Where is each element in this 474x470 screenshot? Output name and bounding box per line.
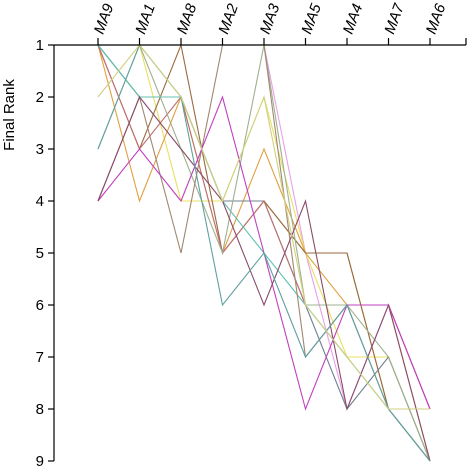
x-tick-label-MA8: MA8 <box>174 1 201 36</box>
y-tick-label-2: 2 <box>36 89 44 106</box>
y-tick-label-8: 8 <box>36 401 44 418</box>
y-tick-label-6: 6 <box>36 297 44 314</box>
series-line-14 <box>97 44 430 410</box>
y-tick-label-7: 7 <box>36 349 44 366</box>
y-tick-label-5: 5 <box>36 245 44 262</box>
series-line-12 <box>97 95 431 462</box>
ticks-layer: MA9 MA1 MA8 MA2 MA3 MA5 MA4 MA7 MA6 1 2 3 4 5 6 7 8 9 <box>36 1 450 470</box>
x-tick-label-MA1: MA1 <box>132 2 159 37</box>
x-tick-label-MA9: MA9 <box>91 1 118 36</box>
y-axis-label: Final Rank <box>1 79 18 151</box>
y-tick-label-9: 9 <box>36 453 44 470</box>
x-tick-label-MA4: MA4 <box>340 2 367 37</box>
x-tick-label-MA5: MA5 <box>298 1 325 36</box>
series-layer <box>97 43 431 462</box>
y-tick-label-1: 1 <box>36 37 44 54</box>
x-tick-label-MA3: MA3 <box>257 1 284 36</box>
x-tick-label-MA2: MA2 <box>215 1 242 36</box>
y-tick-label-3: 3 <box>36 141 44 158</box>
x-tick-label-MA6: MA6 <box>423 1 450 36</box>
y-tick-label-4: 4 <box>36 193 44 210</box>
x-tick-label-MA7: MA7 <box>381 1 408 36</box>
